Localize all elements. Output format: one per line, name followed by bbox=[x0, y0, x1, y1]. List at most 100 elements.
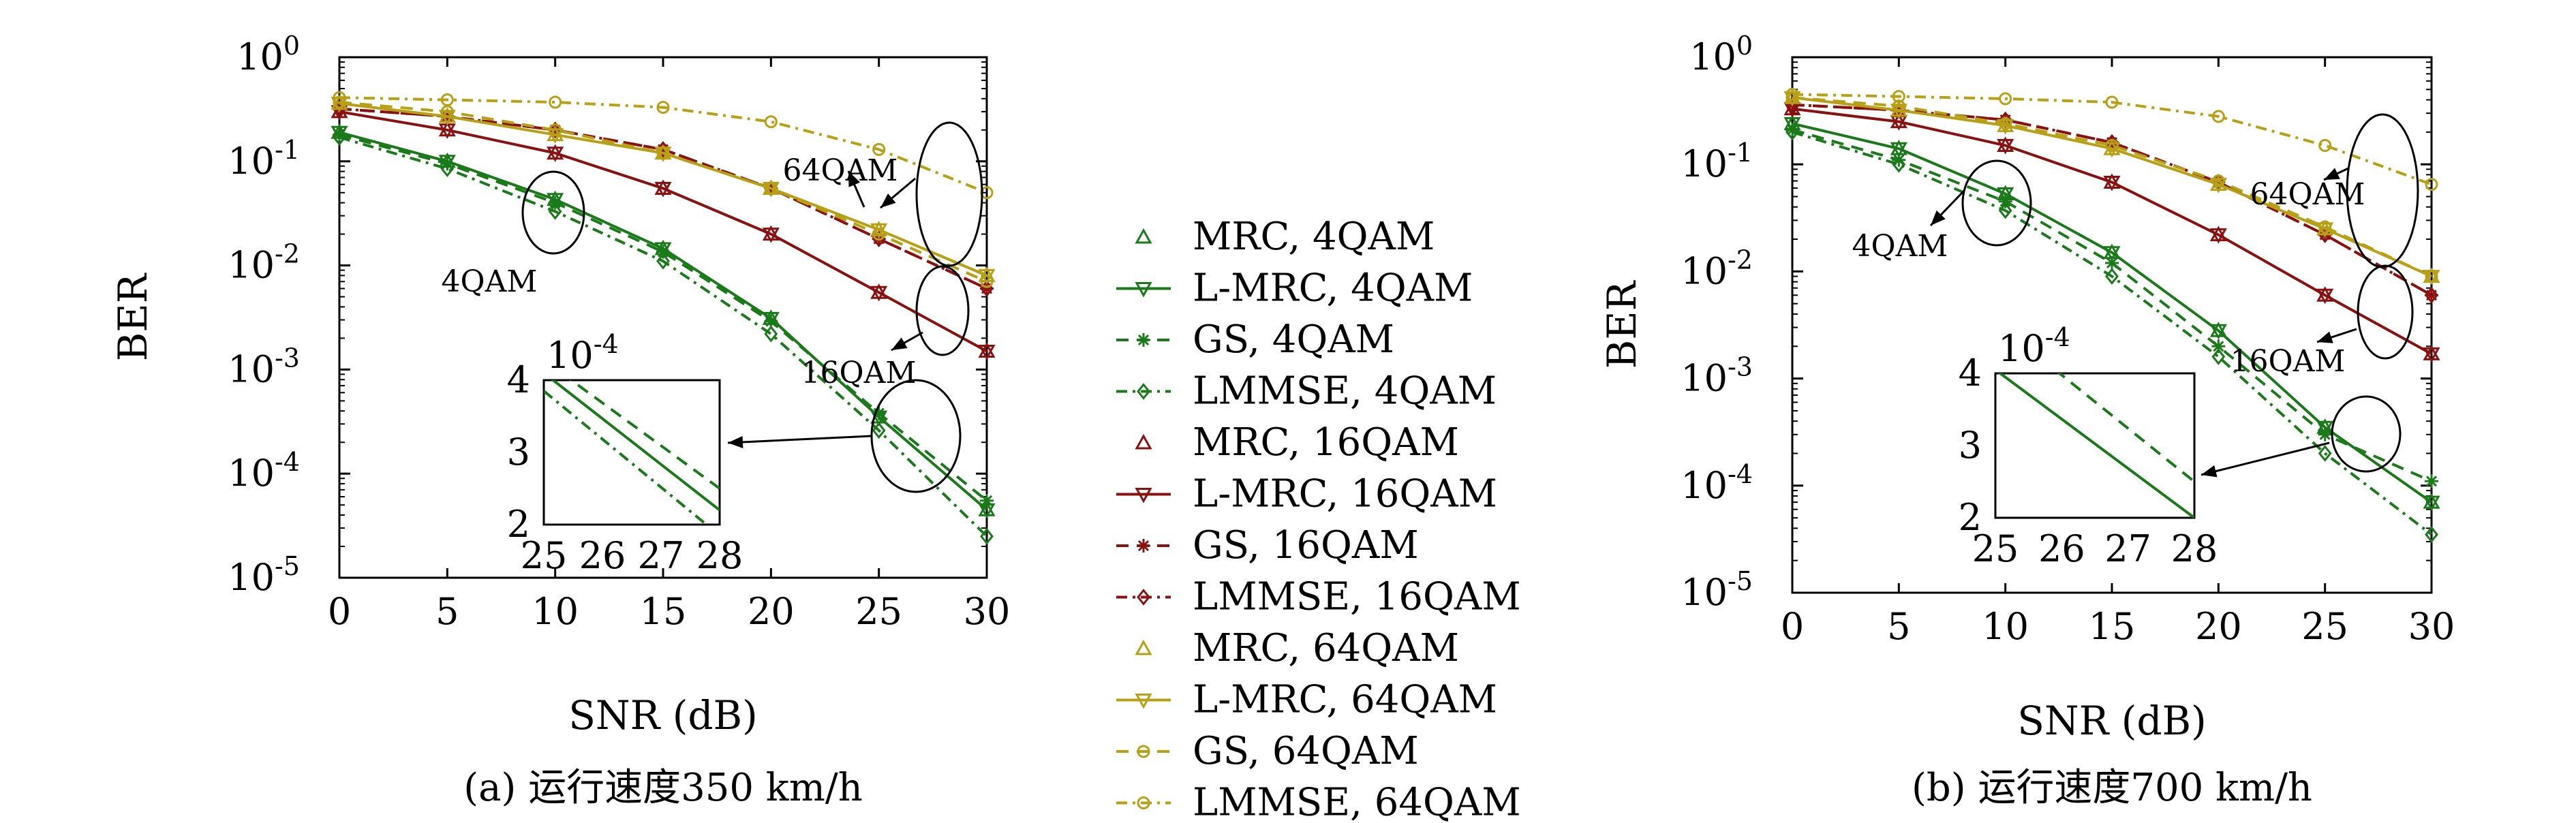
data-point bbox=[872, 142, 886, 156]
legend-label: MRC, 16QAM bbox=[1193, 420, 1459, 465]
legend-item: MRC, 16QAM bbox=[1135, 420, 1459, 465]
data-point bbox=[2425, 286, 2438, 304]
annotation-oval bbox=[870, 379, 962, 493]
data-point bbox=[1785, 123, 1799, 141]
legend-item: MRC, 4QAM bbox=[1135, 215, 1435, 259]
y-tick-label: 10-3 bbox=[228, 343, 300, 390]
legend-item: GS, 64QAM bbox=[1116, 729, 1419, 773]
y-tick-label: 10-5 bbox=[228, 551, 300, 599]
data-point bbox=[2425, 270, 2438, 283]
data-point bbox=[548, 121, 562, 139]
chart-panel-a: 0 5 10 15 20 25 30 100 10-1 10-2 10-3 10-4 10-5 SNR (… bbox=[110, 31, 1010, 810]
legend-marker bbox=[1135, 694, 1152, 709]
annotation-arrowhead bbox=[848, 171, 861, 187]
data-point bbox=[1892, 155, 1906, 173]
data-point bbox=[2318, 445, 2332, 462]
inset-x-tick-label: 25 bbox=[521, 534, 568, 577]
data-point bbox=[1890, 142, 1907, 158]
data-point bbox=[1785, 123, 1799, 137]
annotation-arrow bbox=[2201, 441, 2330, 476]
legend-label: L-MRC, 64QAM bbox=[1193, 678, 1497, 722]
annotation-label-16qam: 16QAM bbox=[2230, 344, 2346, 379]
data-point bbox=[2209, 324, 2227, 340]
legend-marker bbox=[1137, 333, 1150, 347]
legend-label: L-MRC, 16QAM bbox=[1193, 472, 1497, 516]
inset-x-tick-label: 28 bbox=[2171, 527, 2218, 570]
x-axis-label: SNR (dB) bbox=[2017, 698, 2207, 744]
legend-item: LMMSE, 4QAM bbox=[1116, 369, 1497, 414]
caption: (a) 运行速度350 km/h bbox=[463, 766, 863, 810]
data-point bbox=[980, 527, 994, 545]
data-point bbox=[1997, 187, 2014, 203]
annotation-arrowhead bbox=[728, 435, 743, 448]
data-point bbox=[654, 181, 672, 198]
legend: MRC, 4QAM L-MRC, 4QAM GS, 4QAM LMMSE, 4QAM M… bbox=[1116, 215, 1521, 823]
inset-y-tick-label: 4 bbox=[1959, 352, 1982, 394]
data-point bbox=[656, 146, 670, 160]
annotation-label-64qam: 64QAM bbox=[2250, 177, 2365, 212]
legend-label: GS, 64QAM bbox=[1193, 729, 1419, 773]
data-point bbox=[1999, 117, 2012, 130]
data-point bbox=[2425, 178, 2438, 191]
data-point bbox=[333, 129, 346, 146]
data-point bbox=[440, 93, 454, 106]
data-point bbox=[872, 422, 886, 439]
y-axis-label: BER bbox=[1599, 279, 1645, 369]
caption: (b) 运行速度700 km/h bbox=[1912, 766, 2312, 810]
x-tick-label: 20 bbox=[2195, 605, 2242, 648]
data-point bbox=[656, 252, 670, 270]
legend-item: LMMSE, 16QAM bbox=[1116, 575, 1521, 619]
data-point bbox=[2318, 226, 2332, 243]
annotation-label-64qam: 64QAM bbox=[783, 153, 898, 188]
inset-x-tick-label: 27 bbox=[638, 534, 685, 577]
inset-x-tick-label: 26 bbox=[579, 534, 626, 577]
inset-series-line bbox=[1997, 373, 2194, 518]
data-point bbox=[2103, 176, 2121, 191]
inset-y-tick-label: 2 bbox=[1959, 496, 1982, 539]
data-point bbox=[2423, 347, 2440, 363]
legend-marker bbox=[1137, 796, 1150, 809]
data-point bbox=[764, 325, 778, 343]
x-tick-label: 10 bbox=[1982, 605, 2029, 648]
series-line-3 bbox=[1792, 130, 2433, 536]
legend-label: GS, 4QAM bbox=[1193, 317, 1394, 362]
data-point bbox=[1998, 194, 2012, 208]
chart-panel-b: 0 5 10 15 20 25 30 100 10-1 10-2 10-3 10-4 10-5 SNR (… bbox=[1599, 31, 2455, 810]
data-point bbox=[333, 127, 346, 142]
data-point bbox=[762, 228, 780, 243]
legend-label: LMMSE, 16QAM bbox=[1193, 575, 1521, 619]
data-point bbox=[547, 146, 564, 162]
inset-y-tick-label: 3 bbox=[507, 431, 530, 473]
data-point bbox=[333, 95, 346, 109]
x-tick-label: 15 bbox=[640, 590, 687, 633]
data-point bbox=[2105, 95, 2119, 109]
data-point bbox=[2425, 526, 2438, 543]
data-point bbox=[656, 245, 670, 259]
data-point bbox=[1997, 139, 2014, 155]
inset-y-tick-label: 4 bbox=[507, 358, 530, 401]
legend-label: MRC, 4QAM bbox=[1193, 215, 1435, 259]
data-point bbox=[331, 125, 348, 142]
series-line-10 bbox=[1792, 96, 2432, 278]
data-point bbox=[1997, 119, 2014, 135]
inset-x-tick-label: 25 bbox=[1972, 527, 2019, 570]
legend-marker bbox=[1135, 282, 1152, 298]
legend-label: MRC, 64QAM bbox=[1193, 626, 1459, 670]
series-line-5 bbox=[339, 110, 987, 353]
inset-series-line bbox=[2057, 373, 2194, 483]
legend-marker bbox=[1137, 745, 1150, 758]
annotation-label-4qam: 4QAM bbox=[442, 264, 538, 299]
y-tick-label: 10-3 bbox=[1681, 352, 1753, 400]
legend-label: GS, 16QAM bbox=[1193, 523, 1419, 568]
annotation-oval bbox=[521, 170, 585, 255]
data-point bbox=[1998, 202, 2012, 219]
data-point bbox=[2103, 246, 2121, 262]
legend-item: L-MRC, 16QAM bbox=[1116, 472, 1497, 516]
data-point bbox=[1785, 88, 1799, 102]
x-tick-label: 0 bbox=[328, 590, 351, 633]
y-tick-label: 10-2 bbox=[228, 239, 300, 287]
data-point bbox=[870, 285, 888, 302]
x-tick-label: 10 bbox=[532, 590, 579, 633]
annotation-arrowhead bbox=[2317, 331, 2333, 343]
x-tick-label: 30 bbox=[964, 590, 1011, 633]
